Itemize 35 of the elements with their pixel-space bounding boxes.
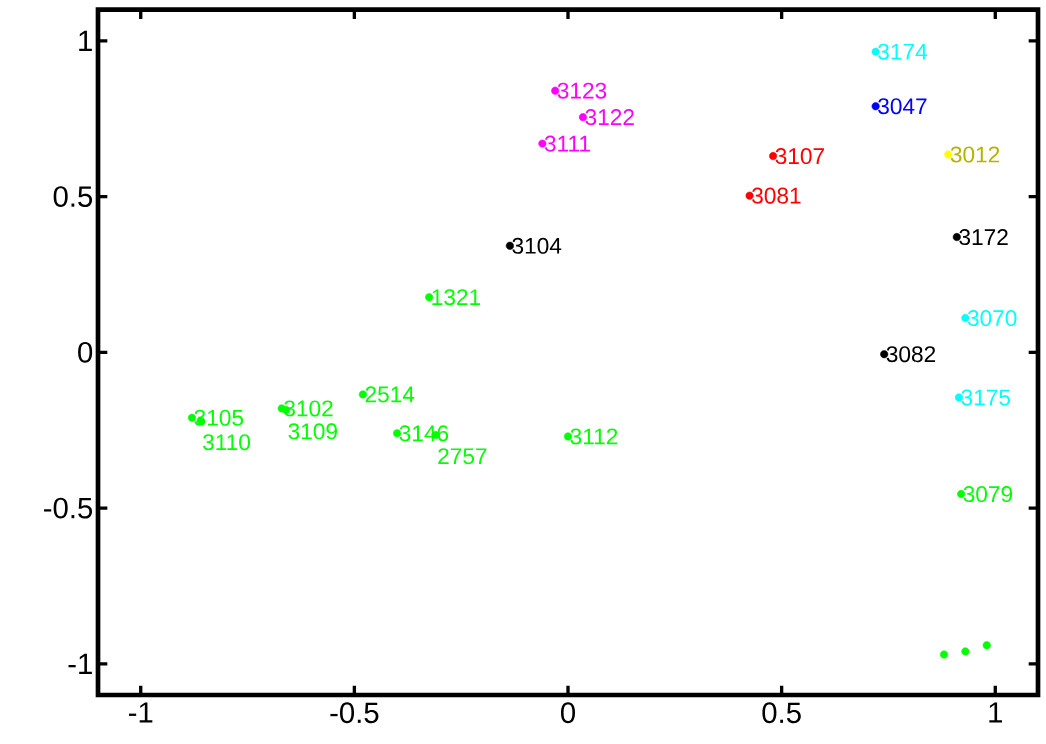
annotation: 3112 (570, 428, 618, 445)
x-tick-label: 0.5 (762, 702, 801, 724)
y-tick-label: 1 (79, 30, 92, 51)
y-tick-label: -1 (68, 653, 92, 674)
annotation: 3111 (544, 135, 590, 152)
x-tick-label: 0 (561, 702, 576, 724)
y-tick-label: 0.5 (53, 186, 93, 207)
annotation: 3047 (878, 98, 927, 115)
annotation: 3102 (284, 400, 333, 417)
y-tick-label: 0 (78, 341, 93, 363)
x-tick-label: 1 (989, 702, 1003, 723)
annotation: 3081 (752, 187, 801, 204)
annotation: 3105 (194, 409, 244, 426)
annotation: 3122 (585, 109, 634, 126)
annotation: 3104 (512, 237, 562, 254)
annotation: 3110 (203, 434, 251, 451)
point (982, 641, 991, 650)
point (940, 650, 949, 659)
annotation: 3174 (878, 43, 927, 60)
x-tick-label: -0.5 (330, 702, 379, 724)
annotation: 1321 (432, 289, 481, 306)
annotation: 3070 (967, 310, 1017, 327)
x-tick-label: -1 (128, 702, 153, 723)
annotation: 3082 (886, 346, 936, 363)
annotation: 3123 (557, 82, 607, 99)
annotation: 2757 (438, 448, 487, 465)
annotation: 3107 (775, 148, 824, 165)
annotation: 3109 (288, 423, 337, 440)
annotation: 3012 (950, 146, 1000, 163)
y-tick-label: -0.5 (44, 497, 93, 519)
point (961, 647, 970, 656)
annotation: 3175 (961, 389, 1011, 406)
annotation: 3172 (959, 229, 1008, 246)
annotation: 2514 (365, 386, 415, 403)
annotation: 3079 (963, 486, 1013, 503)
